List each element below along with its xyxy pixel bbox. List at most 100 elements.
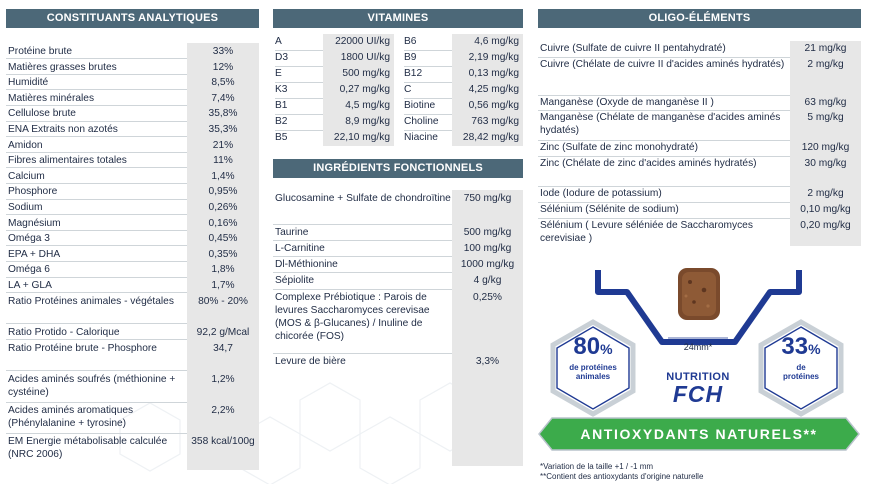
trace-header: OLIGO-ÉLÉMENTS [538, 9, 861, 28]
row-separator [273, 288, 452, 290]
analytical-row-label: Oméga 6 [8, 264, 50, 276]
trace-row-value: 2 mg/kg [807, 59, 844, 70]
analytical-row-value: 33% [212, 46, 234, 57]
vitamin-right-value: 0,13 mg/kg [468, 68, 519, 79]
row-separator [404, 49, 452, 51]
analytical-row-value: 35,8% [208, 108, 238, 120]
trace-row-value: 30 mg/kg [804, 158, 847, 169]
functional-header: INGRÉDIENTS FONCTIONNELS [273, 159, 523, 178]
analytical-row: Protéine brute 33% [6, 43, 259, 59]
analytical-row-label: Amidon [8, 139, 43, 151]
trace-value-column [790, 41, 861, 246]
trace-row: Sélénium (Sélénite de sodium) 0,10 mg/kg [538, 202, 861, 218]
analytical-row: Magnésium 0,16% [6, 215, 259, 231]
vitamin-right-label: Choline [404, 116, 439, 127]
trace-row-label: Iode (Iodure de potassium) [540, 188, 662, 199]
row-separator [6, 276, 187, 278]
vitamins-table: A 22000 UI/kg D3 1800 UI/kg E 500 mg/kg K3 0,27… [273, 34, 523, 146]
analytical-row-label: Phosphore [8, 186, 58, 198]
trace-row-value: 0,10 mg/kg [800, 204, 851, 215]
total-protein-badge: 33% de protéines [761, 333, 841, 382]
row-separator [275, 65, 323, 67]
analytical-row: EM Energie métabolisable calculée (NRC 2… [6, 433, 259, 465]
trace-row: Manganèse (Chélate de manganèse d'acides… [538, 110, 861, 140]
analytical-row: Humidité 8,5% [6, 74, 259, 90]
analytical-row: Cellulose brute 35,8% [6, 105, 259, 121]
analytical-row-value: 1,7% [211, 280, 235, 291]
analytical-row-value: 0,95% [208, 186, 238, 198]
antioxidants-text: ANTIOXYDANTS NATURELS** [580, 426, 818, 442]
functional-row-value: 3,3% [475, 356, 500, 367]
functional-row-label: Dl-Méthionine [275, 259, 338, 270]
analytical-header: CONSTITUANTS ANALYTIQUES [6, 9, 259, 28]
vitamin-right-value: 763 mg/kg [471, 116, 519, 127]
row-separator [538, 201, 790, 203]
analytical-row: Matières grasses brutes 12% [6, 59, 259, 75]
analytical-row-value: 0,26% [208, 202, 238, 213]
row-separator [538, 139, 790, 141]
vitamin-right-label: C [404, 84, 412, 95]
analytical-row: Phosphore 0,95% [6, 183, 259, 199]
analytical-row-label: Ratio Protido - Calorique [8, 326, 120, 338]
functional-row: Taurine 500 mg/kg [273, 224, 523, 240]
row-separator [6, 151, 187, 153]
analytical-row: EPA + DHA 0,35% [6, 246, 259, 262]
vitamins-header: VITAMINES [273, 9, 523, 28]
vitamin-left-label: D3 [275, 52, 289, 63]
functional-row-label: Glucosamine + Sulfate de chondroïtine [275, 193, 451, 204]
row-separator [538, 185, 790, 187]
functional-row-label: Complexe Prébiotique : Parois de levures… [275, 292, 430, 342]
row-separator [6, 136, 187, 138]
total-protein-percent: 33 [781, 333, 809, 360]
row-separator [538, 94, 790, 96]
vitamin-left-value: 4,5 mg/kg [345, 100, 390, 111]
row-separator [538, 155, 790, 157]
analytical-row-value: 2,2% [211, 405, 235, 417]
row-separator [275, 129, 323, 131]
trace-row-label: Sélénium ( Levure séléniée de Saccharomy… [540, 220, 753, 244]
trace-row-label: Zinc (Sulfate de zinc monohydraté) [540, 142, 698, 153]
row-separator [273, 223, 452, 225]
trace-row: Cuivre (Sulfate de cuivre II pentahydrat… [538, 41, 861, 57]
row-separator [6, 370, 187, 372]
analytical-row-label: Fibres alimentaires totales [8, 155, 127, 167]
animal-protein-line1: de protéines [569, 363, 617, 372]
analytical-row: Fibres alimentaires totales 11% [6, 152, 259, 168]
analytical-table: Protéine brute 33% Matières grasses brutes… [6, 43, 259, 470]
vitamin-left-value: 500 mg/kg [342, 68, 390, 79]
row-separator [404, 129, 452, 131]
antioxidants-banner: ANTIOXYDANTS NATURELS** [538, 417, 860, 451]
row-separator [6, 104, 187, 106]
functional-row: Glucosamine + Sulfate de chondroïtine 750… [273, 190, 523, 224]
kibble-image [678, 268, 720, 320]
analytical-row: Acides aminés aromatiques (Phénylalanine… [6, 402, 259, 433]
vitamin-left-value: 22,10 mg/kg [333, 132, 390, 143]
vitamin-right-value: 2,19 mg/kg [468, 52, 519, 63]
row-separator [6, 229, 187, 231]
analytical-row-label: Cellulose brute [8, 108, 76, 120]
functional-value-column [452, 190, 523, 466]
row-separator [6, 198, 187, 200]
analytical-row: Oméga 6 1,8% [6, 261, 259, 277]
row-separator [6, 120, 187, 122]
functional-row-value: 750 mg/kg [463, 193, 512, 204]
row-separator [538, 217, 790, 219]
vitamin-right-label: Niacine [404, 132, 438, 143]
functional-row: Levure de bière 3,3% [273, 353, 523, 371]
row-separator [6, 214, 187, 216]
row-separator [538, 56, 790, 58]
vitamin-left-value: 22000 UI/kg [335, 36, 390, 47]
row-separator [404, 65, 452, 67]
row-separator [6, 73, 187, 75]
analytical-row-value: 11% [213, 155, 233, 167]
analytical-row: Ratio Protido - Calorique 92,2 g/Mcal [6, 324, 259, 340]
row-separator [273, 255, 452, 257]
vitamin-right-value: 4,25 mg/kg [468, 84, 519, 95]
row-separator [275, 49, 323, 51]
row-separator [6, 401, 187, 403]
row-separator [275, 113, 323, 115]
functional-row-label: Levure de bière [275, 356, 346, 367]
functional-row: Sépiolite 4 g/kg [273, 272, 523, 289]
analytical-row-label: Matières grasses brutes [8, 61, 117, 73]
